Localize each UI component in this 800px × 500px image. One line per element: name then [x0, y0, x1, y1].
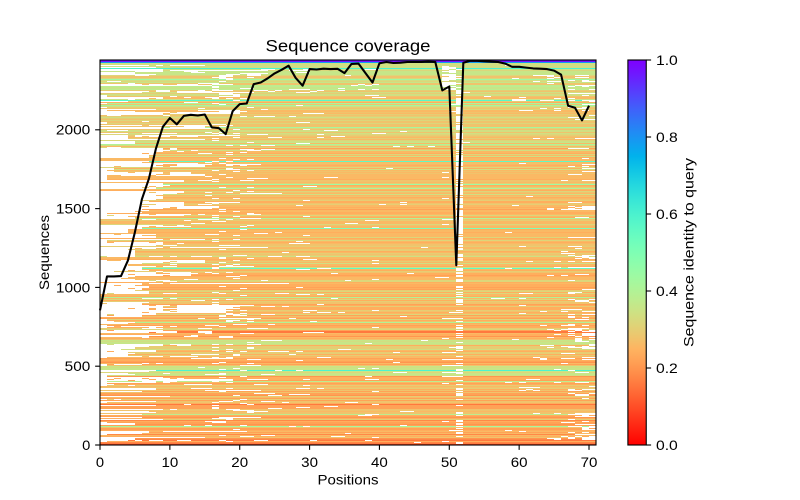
- svg-text:Positions: Positions: [318, 471, 379, 487]
- svg-text:0.2: 0.2: [656, 360, 678, 376]
- svg-text:0: 0: [96, 454, 104, 470]
- svg-text:1.0: 1.0: [656, 52, 678, 68]
- svg-text:10: 10: [161, 454, 178, 470]
- svg-text:40: 40: [371, 454, 388, 470]
- svg-text:2000: 2000: [56, 122, 91, 138]
- svg-text:Sequences: Sequences: [36, 215, 52, 290]
- svg-text:0: 0: [82, 437, 90, 453]
- svg-text:Sequence coverage: Sequence coverage: [266, 37, 431, 56]
- svg-text:1500: 1500: [56, 201, 91, 217]
- svg-text:60: 60: [511, 454, 528, 470]
- svg-text:30: 30: [301, 454, 318, 470]
- svg-text:0.6: 0.6: [656, 206, 678, 222]
- svg-text:70: 70: [581, 454, 598, 470]
- svg-text:1000: 1000: [56, 279, 91, 295]
- svg-text:0.0: 0.0: [656, 437, 678, 453]
- svg-text:Sequence identity to query: Sequence identity to query: [681, 158, 697, 347]
- svg-text:50: 50: [441, 454, 458, 470]
- svg-text:500: 500: [65, 358, 91, 374]
- svg-text:0.4: 0.4: [656, 283, 678, 299]
- svg-text:20: 20: [231, 454, 248, 470]
- svg-text:0.8: 0.8: [656, 129, 678, 145]
